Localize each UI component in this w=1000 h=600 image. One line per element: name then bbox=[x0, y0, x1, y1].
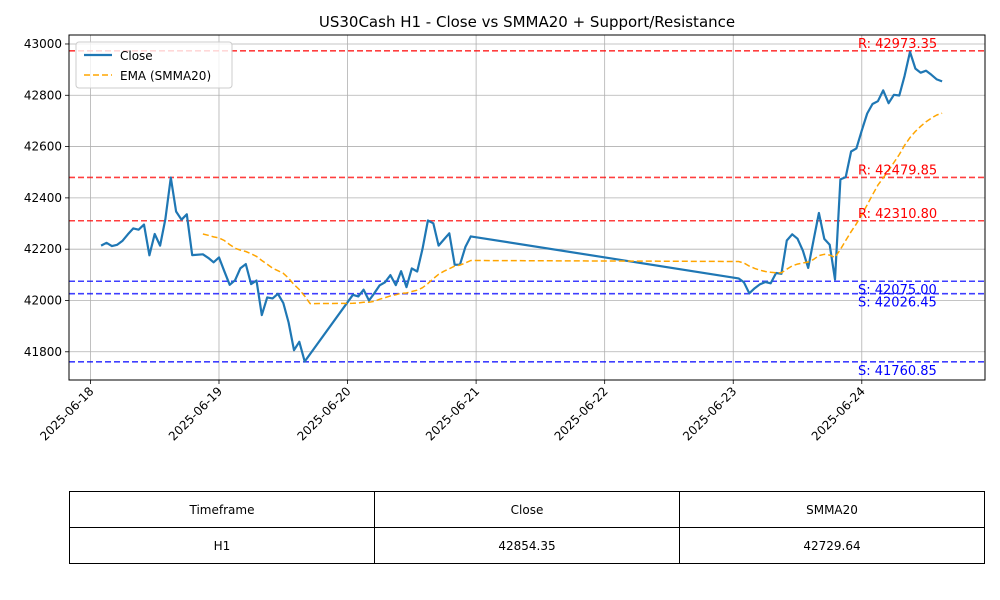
resistance-level-label: R: 42973.35 bbox=[858, 37, 937, 52]
support-level-label: S: 42026.45 bbox=[858, 296, 937, 311]
table-header-cell: Close bbox=[374, 491, 680, 528]
table-cell: 42854.35 bbox=[374, 527, 680, 564]
table-row: H1 42854.35 42729.64 bbox=[69, 527, 985, 564]
legend-label: Close bbox=[120, 49, 153, 63]
x-tick-label: 2025-06-19 bbox=[166, 384, 225, 443]
y-tick-label: 41800 bbox=[24, 345, 62, 359]
smma20-line bbox=[202, 112, 943, 305]
table-header-row: Timeframe Close SMMA20 bbox=[69, 491, 985, 528]
table-header-cell: SMMA20 bbox=[679, 491, 985, 528]
y-axis-ticks: 41800 42000 42200 42400 42600 42800 43000 bbox=[24, 37, 69, 359]
y-tick-label: 42600 bbox=[24, 140, 62, 154]
y-tick-label: 42200 bbox=[24, 242, 62, 256]
x-tick-label: 2025-06-21 bbox=[423, 384, 482, 443]
support-level-label: S: 42075.00 bbox=[858, 283, 937, 298]
resistance-level-label: R: 42479.85 bbox=[858, 163, 937, 178]
y-tick-label: 42000 bbox=[24, 293, 62, 307]
resistance-level-label: R: 42310.80 bbox=[858, 207, 937, 222]
chart: US30Cash H1 - Close vs SMMA20 + Support/… bbox=[24, 13, 986, 443]
table-cell: 42729.64 bbox=[679, 527, 985, 564]
x-tick-label: 2025-06-20 bbox=[294, 384, 353, 443]
legend-label: EMA (SMMA20) bbox=[120, 69, 211, 83]
legend-box bbox=[75, 41, 233, 89]
table-cell: H1 bbox=[69, 527, 375, 564]
x-axis-ticks: 2025-06-18 2025-06-19 2025-06-20 2025-06-21… bbox=[37, 380, 868, 443]
y-tick-label: 43000 bbox=[24, 37, 62, 51]
level-labels: R: 42973.35 R: 42479.85 R: 42310.80 S: 4207… bbox=[858, 37, 937, 379]
table-header-cell: Timeframe bbox=[69, 491, 375, 528]
x-tick-label: 2025-06-22 bbox=[552, 384, 611, 443]
x-tick-label: 2025-06-18 bbox=[37, 384, 96, 443]
x-tick-label: 2025-06-23 bbox=[680, 384, 739, 443]
y-tick-label: 42800 bbox=[24, 88, 62, 102]
chart-title: US30Cash H1 - Close vs SMMA20 + Support/… bbox=[319, 13, 735, 31]
summary-table: Timeframe Close SMMA20 H1 42854.35 42729… bbox=[69, 491, 985, 564]
x-tick-label: 2025-06-24 bbox=[809, 384, 868, 443]
y-tick-label: 42400 bbox=[24, 191, 62, 205]
legend: Close EMA (SMMA20) bbox=[75, 41, 233, 89]
support-resistance-levels bbox=[69, 50, 985, 363]
series-lines bbox=[100, 50, 943, 363]
support-level-label: S: 41760.85 bbox=[858, 364, 937, 379]
plot-frame bbox=[68, 34, 986, 381]
close-line bbox=[100, 50, 943, 363]
